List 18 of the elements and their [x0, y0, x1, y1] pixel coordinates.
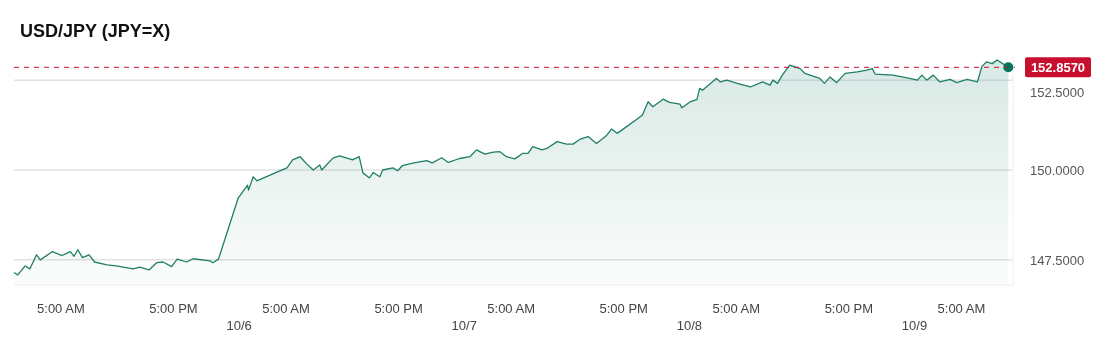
y-tick-label: 150.0000: [1030, 163, 1085, 178]
x2-tick-label: 10/6: [226, 318, 252, 333]
y-tick-label: 147.5000: [1030, 252, 1085, 268]
x2-tick-label: 10/9: [901, 318, 928, 333]
x2-tick-label: 10/7: [451, 318, 477, 333]
x2-tick-label: 10/8: [676, 318, 703, 333]
x-tick-label: 5:00 AM: [37, 301, 85, 316]
chart-title: USD/JPY (JPY=X): [20, 21, 171, 41]
x-tick-label: 5:00 AM: [487, 301, 536, 316]
x-tick-label: 5:00 AM: [262, 301, 310, 316]
x-tick-label: 5:00 AM: [712, 301, 761, 316]
ref-line-label: 152.8570: [1030, 59, 1086, 75]
y-tick-label: 152.5000: [1030, 85, 1085, 101]
x-tick-label: 5:00 PM: [149, 301, 198, 316]
x-tick-label: 5:00 PM: [599, 301, 648, 316]
x-tick-label: 5:00 PM: [374, 301, 423, 316]
x-tick-label: 5:00 PM: [824, 301, 874, 316]
x-tick-label: 5:00 AM: [937, 301, 986, 316]
